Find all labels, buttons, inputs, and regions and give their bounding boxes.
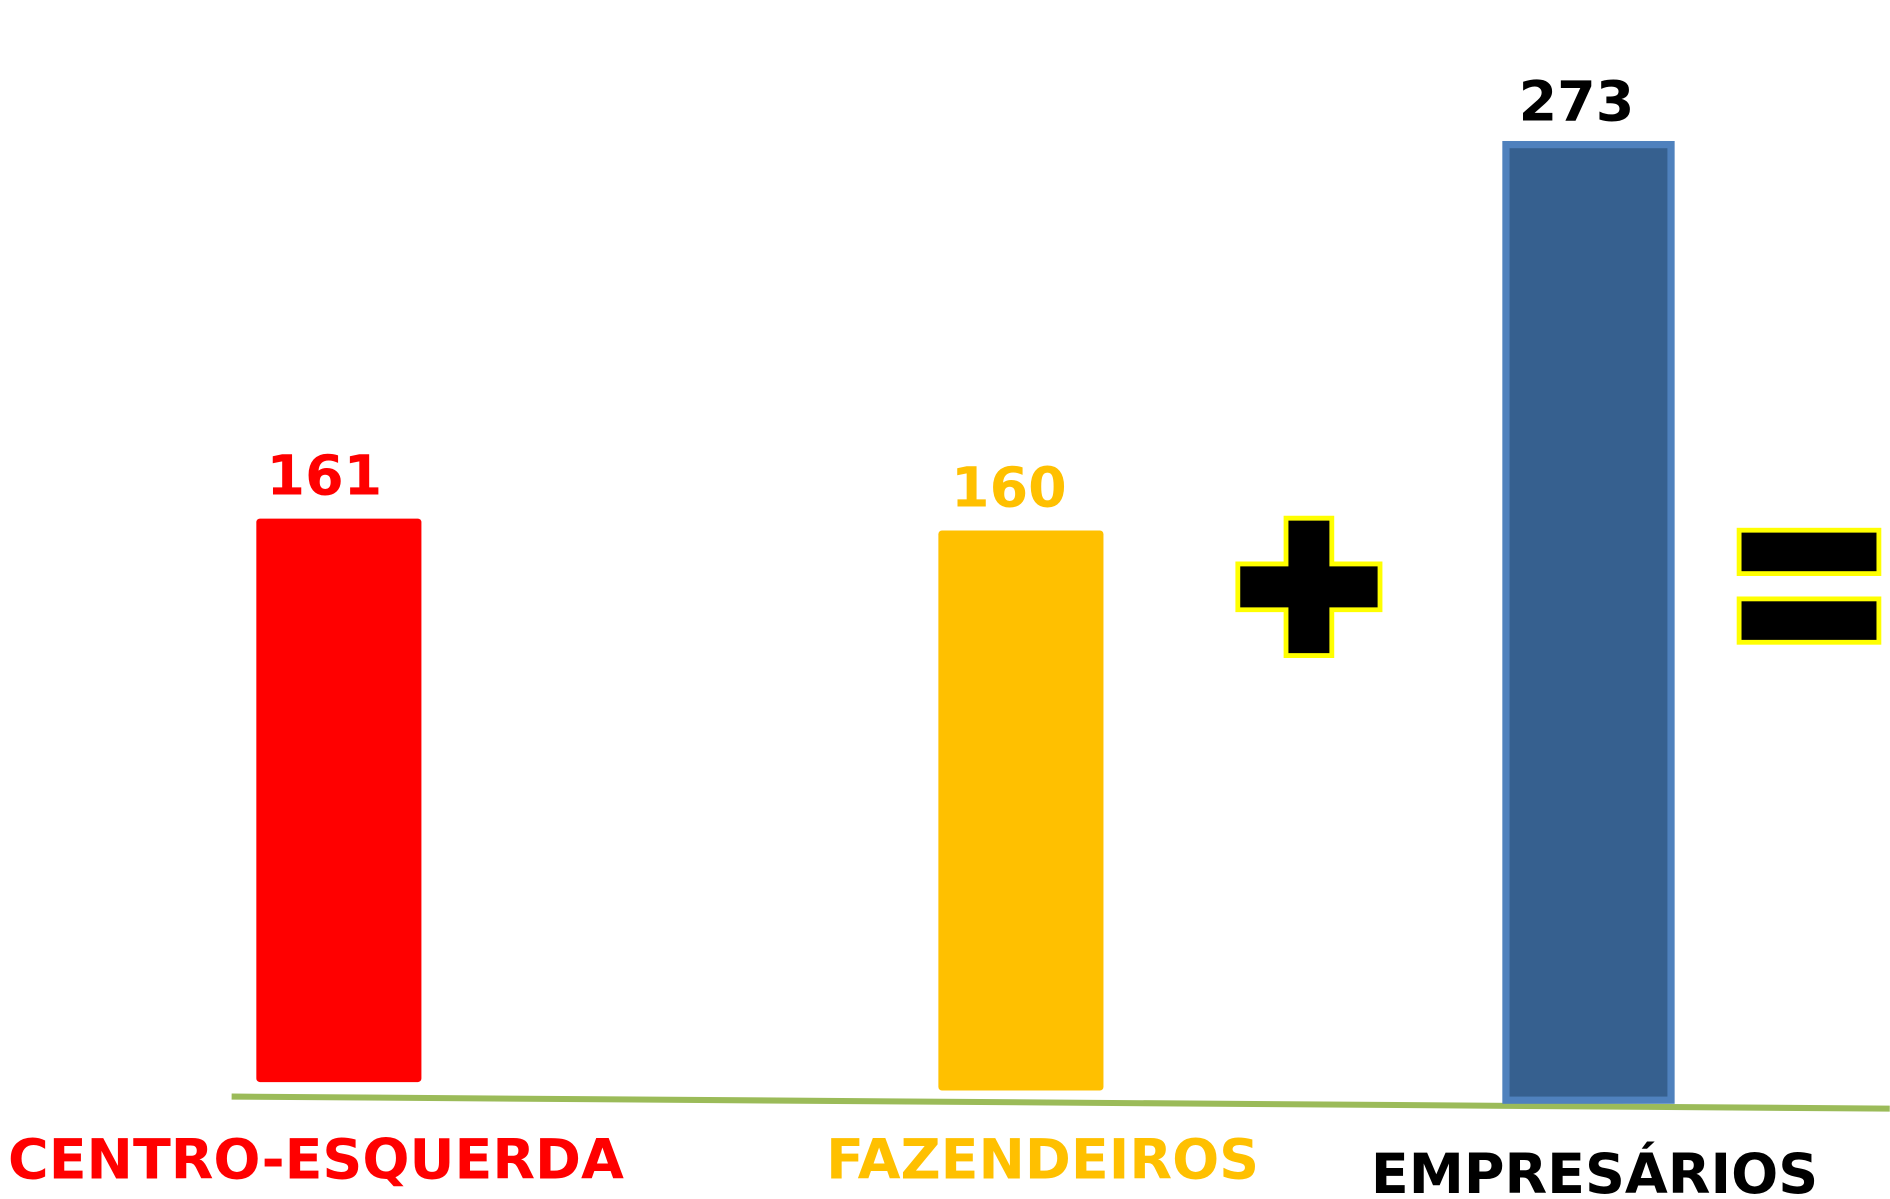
equals-bar-top <box>1736 527 1882 577</box>
bar <box>256 518 422 1083</box>
category-label: FAZENDEIROS <box>826 1129 1259 1193</box>
bar <box>938 530 1104 1091</box>
bar <box>1502 140 1675 1104</box>
equals-bar-bottom <box>1736 596 1882 645</box>
value-label: 273 <box>1519 71 1635 135</box>
baseline <box>231 1093 1890 1112</box>
value-label: 161 <box>267 444 383 508</box>
category-label: EMPRESÁRIOS <box>1371 1142 1818 1199</box>
bars: 161 CENTRO-ESQUERDA 160 FAZENDEIROS 273 EMPRE… <box>8 71 1818 1199</box>
value-label: 160 <box>951 456 1067 520</box>
plus-sign <box>1235 515 1383 658</box>
category-label: CENTRO-ESQUERDA <box>8 1129 624 1193</box>
